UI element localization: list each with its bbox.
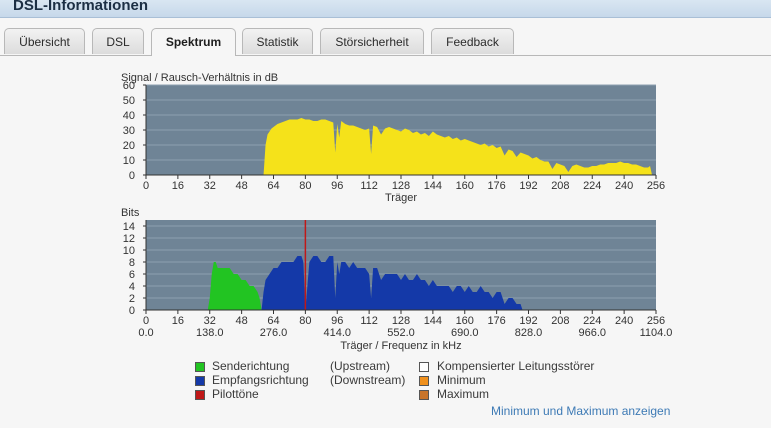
legend-swatch-upstream (195, 362, 205, 372)
bits-khz-tick-label: 966.0 (578, 327, 606, 339)
show-min-max-link[interactable]: Minimum und Maximum anzeigen (491, 404, 671, 418)
legend-direction-upstream: (Upstream) (330, 359, 391, 373)
bits-x-tick-label: 32 (204, 315, 216, 327)
bits-y-tick-label: 12 (123, 233, 135, 245)
snr-x-tick-label: 128 (392, 180, 410, 192)
snr-x-tick-label: 48 (236, 180, 248, 192)
tab-bar: Übersicht DSL Spektrum Statistik Störsic… (0, 28, 771, 56)
window-title: DSL-Informationen (13, 0, 148, 14)
bits-khz-tick-label: 828.0 (515, 327, 543, 339)
snr-x-tick-label: 80 (299, 180, 311, 192)
snr-x-tick-label: 240 (615, 180, 633, 192)
snr-x-tick-label: 256 (647, 180, 665, 192)
snr-x-tick-label: 16 (172, 180, 184, 192)
bits-y-tick-label: 10 (123, 245, 135, 257)
tab-dsl[interactable]: DSL (92, 28, 144, 54)
bits-series-downstream (261, 256, 523, 310)
legend-label-maximum: Maximum (437, 387, 490, 401)
snr-x-tick-label: 208 (551, 180, 569, 192)
bits-x-tick-label: 48 (236, 315, 248, 327)
bits-x-tick-label: 224 (583, 315, 601, 327)
bits-x-tick-label: 192 (519, 315, 537, 327)
tab-statistik[interactable]: Statistik (242, 28, 313, 54)
snr-y-tick-label: 60 (123, 80, 135, 92)
title-bar: DSL-Informationen (0, 0, 771, 18)
snr-x-tick-label: 176 (487, 180, 505, 192)
snr-y-tick-label: 20 (123, 140, 135, 152)
bits-chart-xlabel: Träger / Frequenz in kHz (340, 340, 461, 352)
snr-y-tick-label: 0 (129, 170, 135, 182)
legend-label-compensated: Kompensierter Leitungsstörer (437, 359, 595, 373)
legend-label-minimum: Minimum (437, 373, 486, 387)
tab-spektrum[interactable]: Spektrum (151, 28, 236, 56)
legend-swatch-pilot (195, 390, 205, 400)
snr-x-tick-label: 32 (204, 180, 216, 192)
legend-label-pilot: Pilottöne (212, 387, 259, 401)
bits-chart-title: Bits (121, 207, 140, 219)
bits-x-tick-label: 128 (392, 315, 410, 327)
bits-x-tick-label: 64 (267, 315, 279, 327)
snr-chart-title: Signal / Rausch-Verhältnis in dB (121, 72, 278, 84)
snr-y-tick-label: 40 (123, 110, 135, 122)
bits-y-tick-label: 0 (129, 305, 135, 317)
tab-feedback[interactable]: Feedback (431, 28, 514, 54)
snr-series-snr (146, 118, 656, 175)
legend-label-upstream: Senderichtung (212, 359, 290, 373)
snr-x-tick-label: 144 (424, 180, 442, 192)
bits-y-tick-label: 14 (123, 221, 135, 233)
snr-x-tick-label: 192 (519, 180, 537, 192)
snr-y-tick-label: 10 (123, 155, 135, 167)
bits-khz-tick-label: 0.0 (138, 327, 153, 339)
bits-y-tick-label: 2 (129, 293, 135, 305)
bits-khz-tick-label: 690.0 (451, 327, 479, 339)
bits-khz-tick-label: 138.0 (196, 327, 224, 339)
bits-x-tick-label: 96 (331, 315, 343, 327)
snr-y-tick-label: 30 (123, 125, 135, 137)
bits-khz-tick-label: 1104.0 (640, 327, 673, 339)
bits-x-tick-label: 208 (551, 315, 569, 327)
bits-x-tick-label: 160 (456, 315, 474, 327)
snr-chart-xlabel: Träger (385, 192, 417, 204)
bits-series-upstream (207, 262, 262, 310)
snr-x-tick-label: 0 (143, 180, 149, 192)
bits-x-tick-label: 16 (172, 315, 184, 327)
bits-x-tick-label: 256 (647, 315, 665, 327)
bits-x-tick-label: 176 (487, 315, 505, 327)
snr-x-tick-label: 160 (456, 180, 474, 192)
snr-y-tick-label: 50 (123, 95, 135, 107)
bits-y-tick-label: 4 (129, 281, 135, 293)
tab-stoersicherheit[interactable]: Störsicherheit (320, 28, 424, 54)
legend-swatch-minimum (419, 376, 429, 386)
legend-swatch-compensated (419, 362, 429, 372)
bits-x-tick-label: 240 (615, 315, 633, 327)
snr-x-tick-label: 64 (267, 180, 279, 192)
bits-x-tick-label: 0 (143, 315, 149, 327)
bits-x-tick-label: 112 (360, 315, 378, 327)
legend-swatch-maximum (419, 390, 429, 400)
snr-x-tick-label: 96 (331, 180, 343, 192)
bits-khz-tick-label: 414.0 (323, 327, 351, 339)
bits-y-tick-label: 6 (129, 269, 135, 281)
bits-x-tick-label: 144 (424, 315, 442, 327)
tab-uebersicht[interactable]: Übersicht (4, 28, 85, 54)
bits-khz-tick-label: 552.0 (387, 327, 415, 339)
legend-direction-downstream: (Downstream) (330, 373, 406, 387)
bits-x-tick-label: 80 (299, 315, 311, 327)
legend-swatch-downstream (195, 376, 205, 386)
snr-x-tick-label: 112 (360, 180, 378, 192)
snr-chart: 0 10 20 30 40 50 60 0 16 32 48 64 80 96 112 128 144 160 17… (123, 80, 665, 192)
legend-label-downstream: Empfangsrichtung (212, 373, 309, 387)
bits-khz-tick-label: 276.0 (260, 327, 288, 339)
snr-x-tick-label: 224 (583, 180, 601, 192)
bits-y-tick-label: 8 (129, 257, 135, 269)
